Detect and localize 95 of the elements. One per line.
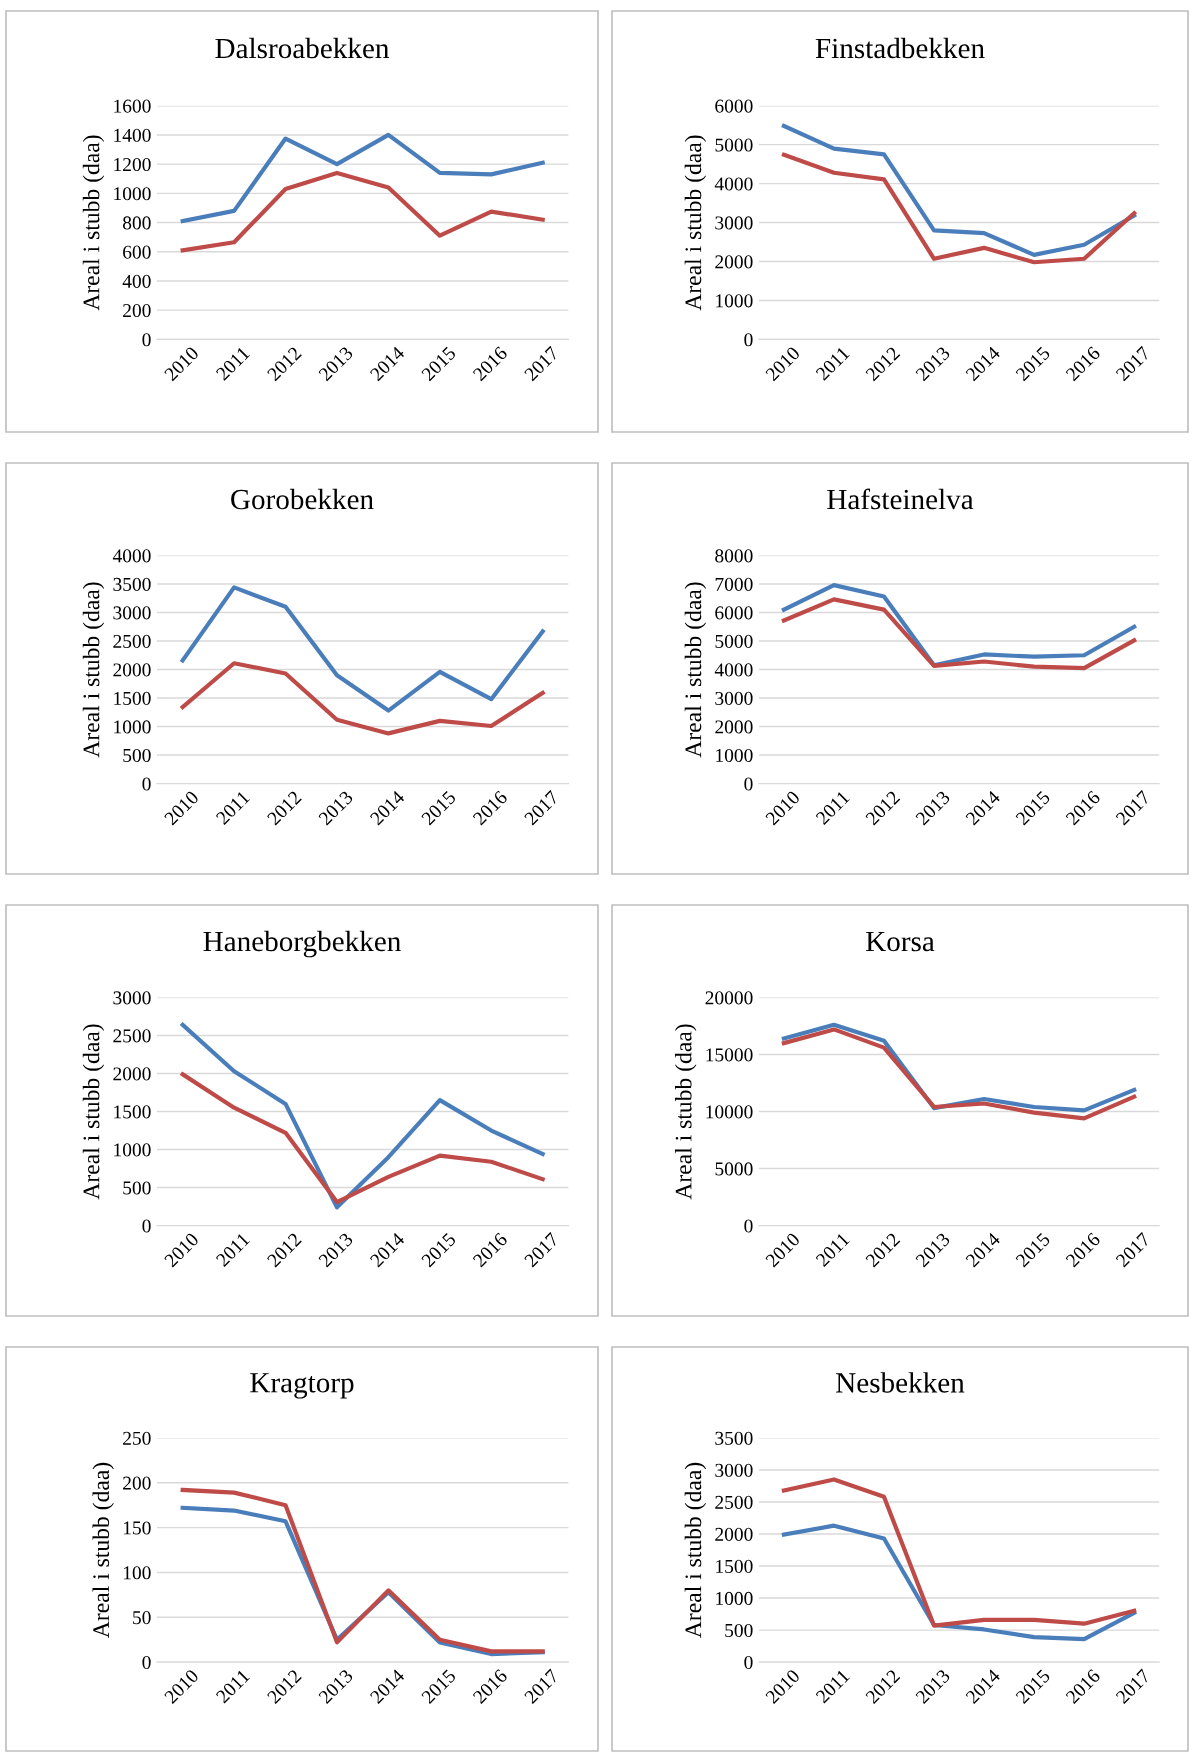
chart-title: Korsa [866,931,935,952]
y-tick-label: 3500 [113,577,151,591]
y-tick-label: 0 [142,1219,151,1233]
y-tick-label: 2500 [113,634,151,648]
y-tick-label: 20000 [705,991,753,1005]
y-axis-title: Areal i stubb (daa) [92,1462,114,1638]
y-tick-label: 50 [133,1611,151,1625]
y-tick-label: 3000 [715,216,753,230]
y-tick-label: 500 [725,1623,753,1638]
y-tick-label: 2500 [715,1495,753,1509]
chart-title: Hafsteinelva [827,488,974,510]
y-tick-label: 3500 [715,1431,753,1445]
y-axis-title: Areal i stubb (daa) [684,582,707,758]
chart-title: Kragtorp [250,1373,354,1399]
line-series [180,1072,545,1205]
y-tick-label: 7000 [715,577,753,591]
y-axis-title: Areal i stubb (daa) [82,1024,105,1200]
y-tick-label: 1000 [716,1591,753,1605]
y-tick-label: 500 [123,1181,151,1195]
y-tick-label: 0 [744,1655,753,1670]
x-tick-label: 2011 [215,1668,251,1704]
line-series [781,152,1137,265]
y-tick-label: 4000 [714,663,753,677]
y-tick-label: 1000 [114,1143,151,1157]
y-tick-label: 2000 [113,1067,151,1081]
y-tick-label: 15000 [706,1048,753,1062]
y-tick-label: 2000 [715,720,753,734]
y-tick-label: 4000 [112,549,151,563]
y-tick-label: 250 [123,1431,151,1445]
y-tick-label: 3000 [715,691,753,705]
y-tick-label: 1400 [114,128,151,142]
y-tick-label: 10000 [706,1105,753,1119]
line-series [180,132,545,224]
y-tick-label: 2000 [715,1527,753,1541]
y-tick-label: 1000 [716,294,753,308]
y-tick-label: 500 [123,748,151,762]
line-series [781,1523,1137,1642]
y-tick-label: 100 [123,1566,151,1580]
line-series [180,585,545,713]
y-tick-label: 3000 [715,1463,753,1477]
y-axis-title: Areal i stubb (daa) [674,1024,697,1200]
y-tick-label: 6000 [715,99,753,113]
x-tick-label: 2011 [215,346,251,381]
y-tick-label: 1500 [114,1105,151,1119]
y-tick-label: 200 [123,303,151,318]
y-axis-title: Areal i stubb (daa) [684,1462,707,1638]
line-series [781,1477,1137,1628]
y-tick-label: 0 [744,1219,753,1233]
y-tick-label: 800 [122,216,151,230]
y-tick-label: 400 [122,274,151,288]
y-tick-label: 600 [123,245,151,259]
line-series [781,597,1137,671]
line-series [180,661,545,736]
y-tick-label: 8000 [715,549,753,563]
x-tick-label: 2011 [215,1232,251,1268]
y-tick-label: 1600 [114,99,151,113]
chart-title: Gorobekken [231,488,374,510]
chart-title: Haneborgbekken [203,930,401,958]
y-tick-label: 0 [142,333,151,347]
chart-title: Nesbekken [836,1372,965,1393]
y-tick-label: 1000 [114,187,151,201]
chart-title: Finstadbekken [815,37,985,59]
y-tick-label: 0 [142,1655,151,1670]
x-tick-label: 2011 [815,346,851,381]
y-tick-label: 5000 [715,138,753,152]
y-tick-label: 2000 [715,255,753,269]
y-tick-label: 4000 [714,177,753,191]
y-axis-title: Areal i stubb (daa) [82,135,105,311]
line-series [180,170,545,253]
y-tick-label: 1000 [716,748,753,762]
y-tick-label: 1500 [114,691,151,705]
y-tick-label: 3000 [113,606,151,620]
y-tick-label: 200 [123,1476,151,1490]
y-tick-label: 2500 [113,1029,151,1043]
y-tick-label: 6000 [715,606,753,620]
y-tick-label: 5000 [715,1162,753,1176]
y-axis-title: Areal i stubb (daa) [82,582,105,758]
x-tick-label: 2011 [815,790,851,826]
y-tick-label: 1000 [114,720,151,734]
y-tick-label: 0 [142,777,151,791]
line-series [180,1022,545,1210]
chart-title: Dalsroabekken [215,37,390,59]
y-tick-label: 2000 [113,663,151,677]
x-tick-label: 2011 [815,1668,851,1704]
y-tick-label: 150 [123,1521,151,1535]
y-tick-label: 0 [744,333,753,347]
line-series [781,123,1137,257]
y-axis-title: Areal i stubb (daa) [684,135,707,311]
y-tick-label: 3000 [113,991,151,1005]
y-tick-label: 5000 [715,634,753,648]
x-tick-label: 2011 [815,1232,851,1268]
y-tick-label: 1500 [716,1559,753,1573]
x-tick-label: 2011 [215,790,251,826]
y-tick-label: 0 [744,777,753,791]
y-tick-label: 1200 [114,157,151,172]
